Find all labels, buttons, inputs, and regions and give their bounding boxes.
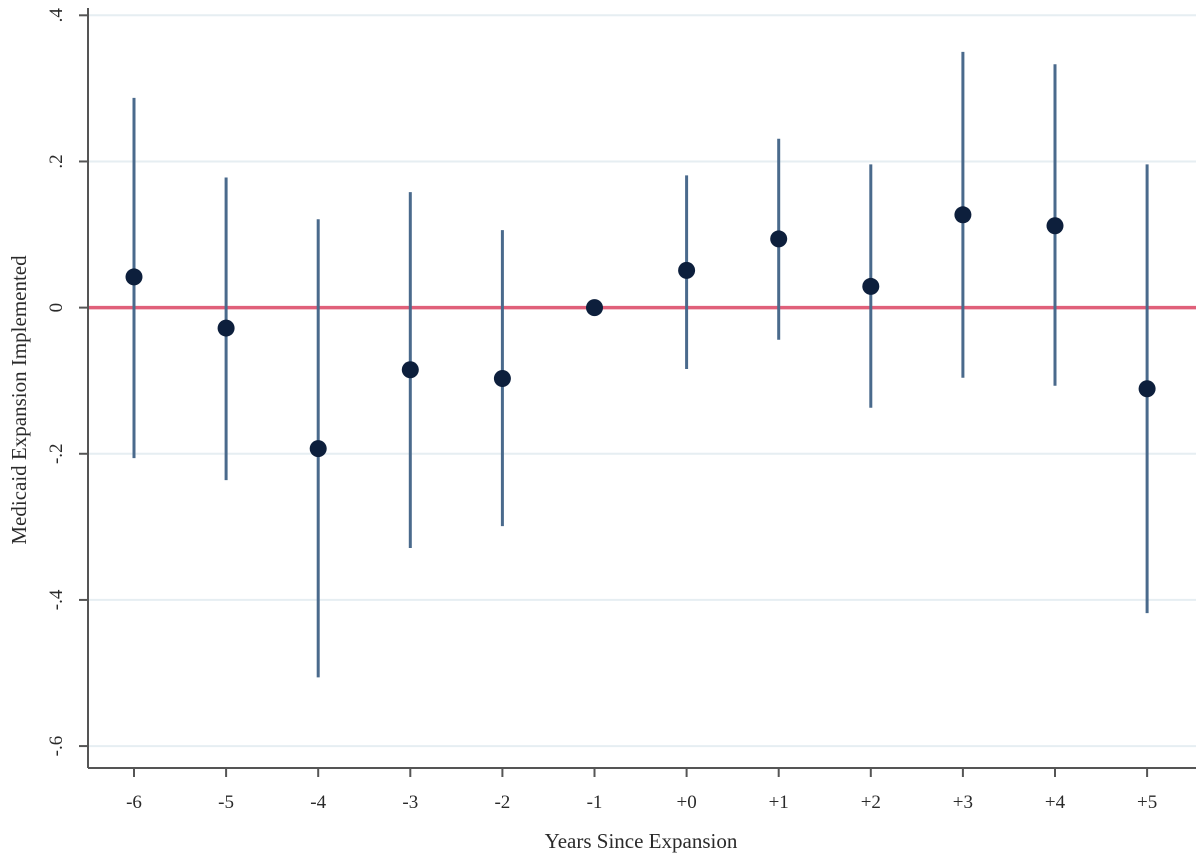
point-estimate (586, 299, 603, 317)
point-estimate (125, 268, 143, 286)
axes (79, 8, 1196, 777)
y-tick-label: .4 (46, 8, 67, 23)
point-estimate (1046, 217, 1064, 235)
y-tick-label: 0 (46, 303, 67, 313)
point-estimate (954, 206, 972, 224)
y-tick-label: -.4 (46, 589, 67, 610)
tick-labels: -.6 -.4 -.2 0 .2 .4 -6 -5 -4 -3 -2 -1 +0 +1 +2 +3 +4 +5 (46, 8, 1157, 813)
point-estimates (125, 206, 1156, 458)
x-tick-label: +0 (676, 792, 696, 813)
x-tick-label: -6 (126, 792, 142, 813)
x-tick-label: -4 (310, 792, 326, 813)
confidence-intervals (132, 51, 1149, 678)
point-estimate (678, 261, 696, 279)
point-estimate (1138, 380, 1156, 398)
y-tick-label: .2 (46, 154, 67, 168)
x-axis-title: Years Since Expansion (545, 829, 738, 853)
y-axis-title: Medicaid Expansion Implemented (7, 255, 31, 545)
y-tick-label: -.2 (46, 443, 67, 464)
gridlines (88, 14, 1196, 748)
x-tick-label: +5 (1137, 792, 1157, 813)
x-tick-label: +4 (1045, 792, 1066, 813)
x-tick-label: +2 (861, 792, 881, 813)
x-tick-label: -5 (218, 792, 234, 813)
point-estimate (217, 319, 235, 337)
x-tick-label: -1 (587, 792, 603, 813)
point-estimate (493, 370, 511, 387)
point-estimate (401, 361, 419, 379)
point-estimate (770, 230, 788, 248)
x-tick-label: +3 (953, 792, 973, 813)
x-tick-label: -3 (402, 792, 418, 813)
x-tick-label: +1 (769, 792, 789, 813)
y-tick-label: -.6 (46, 736, 67, 757)
x-tick-label: -2 (494, 792, 510, 813)
point-estimate (309, 440, 327, 458)
point-estimate (862, 277, 880, 295)
